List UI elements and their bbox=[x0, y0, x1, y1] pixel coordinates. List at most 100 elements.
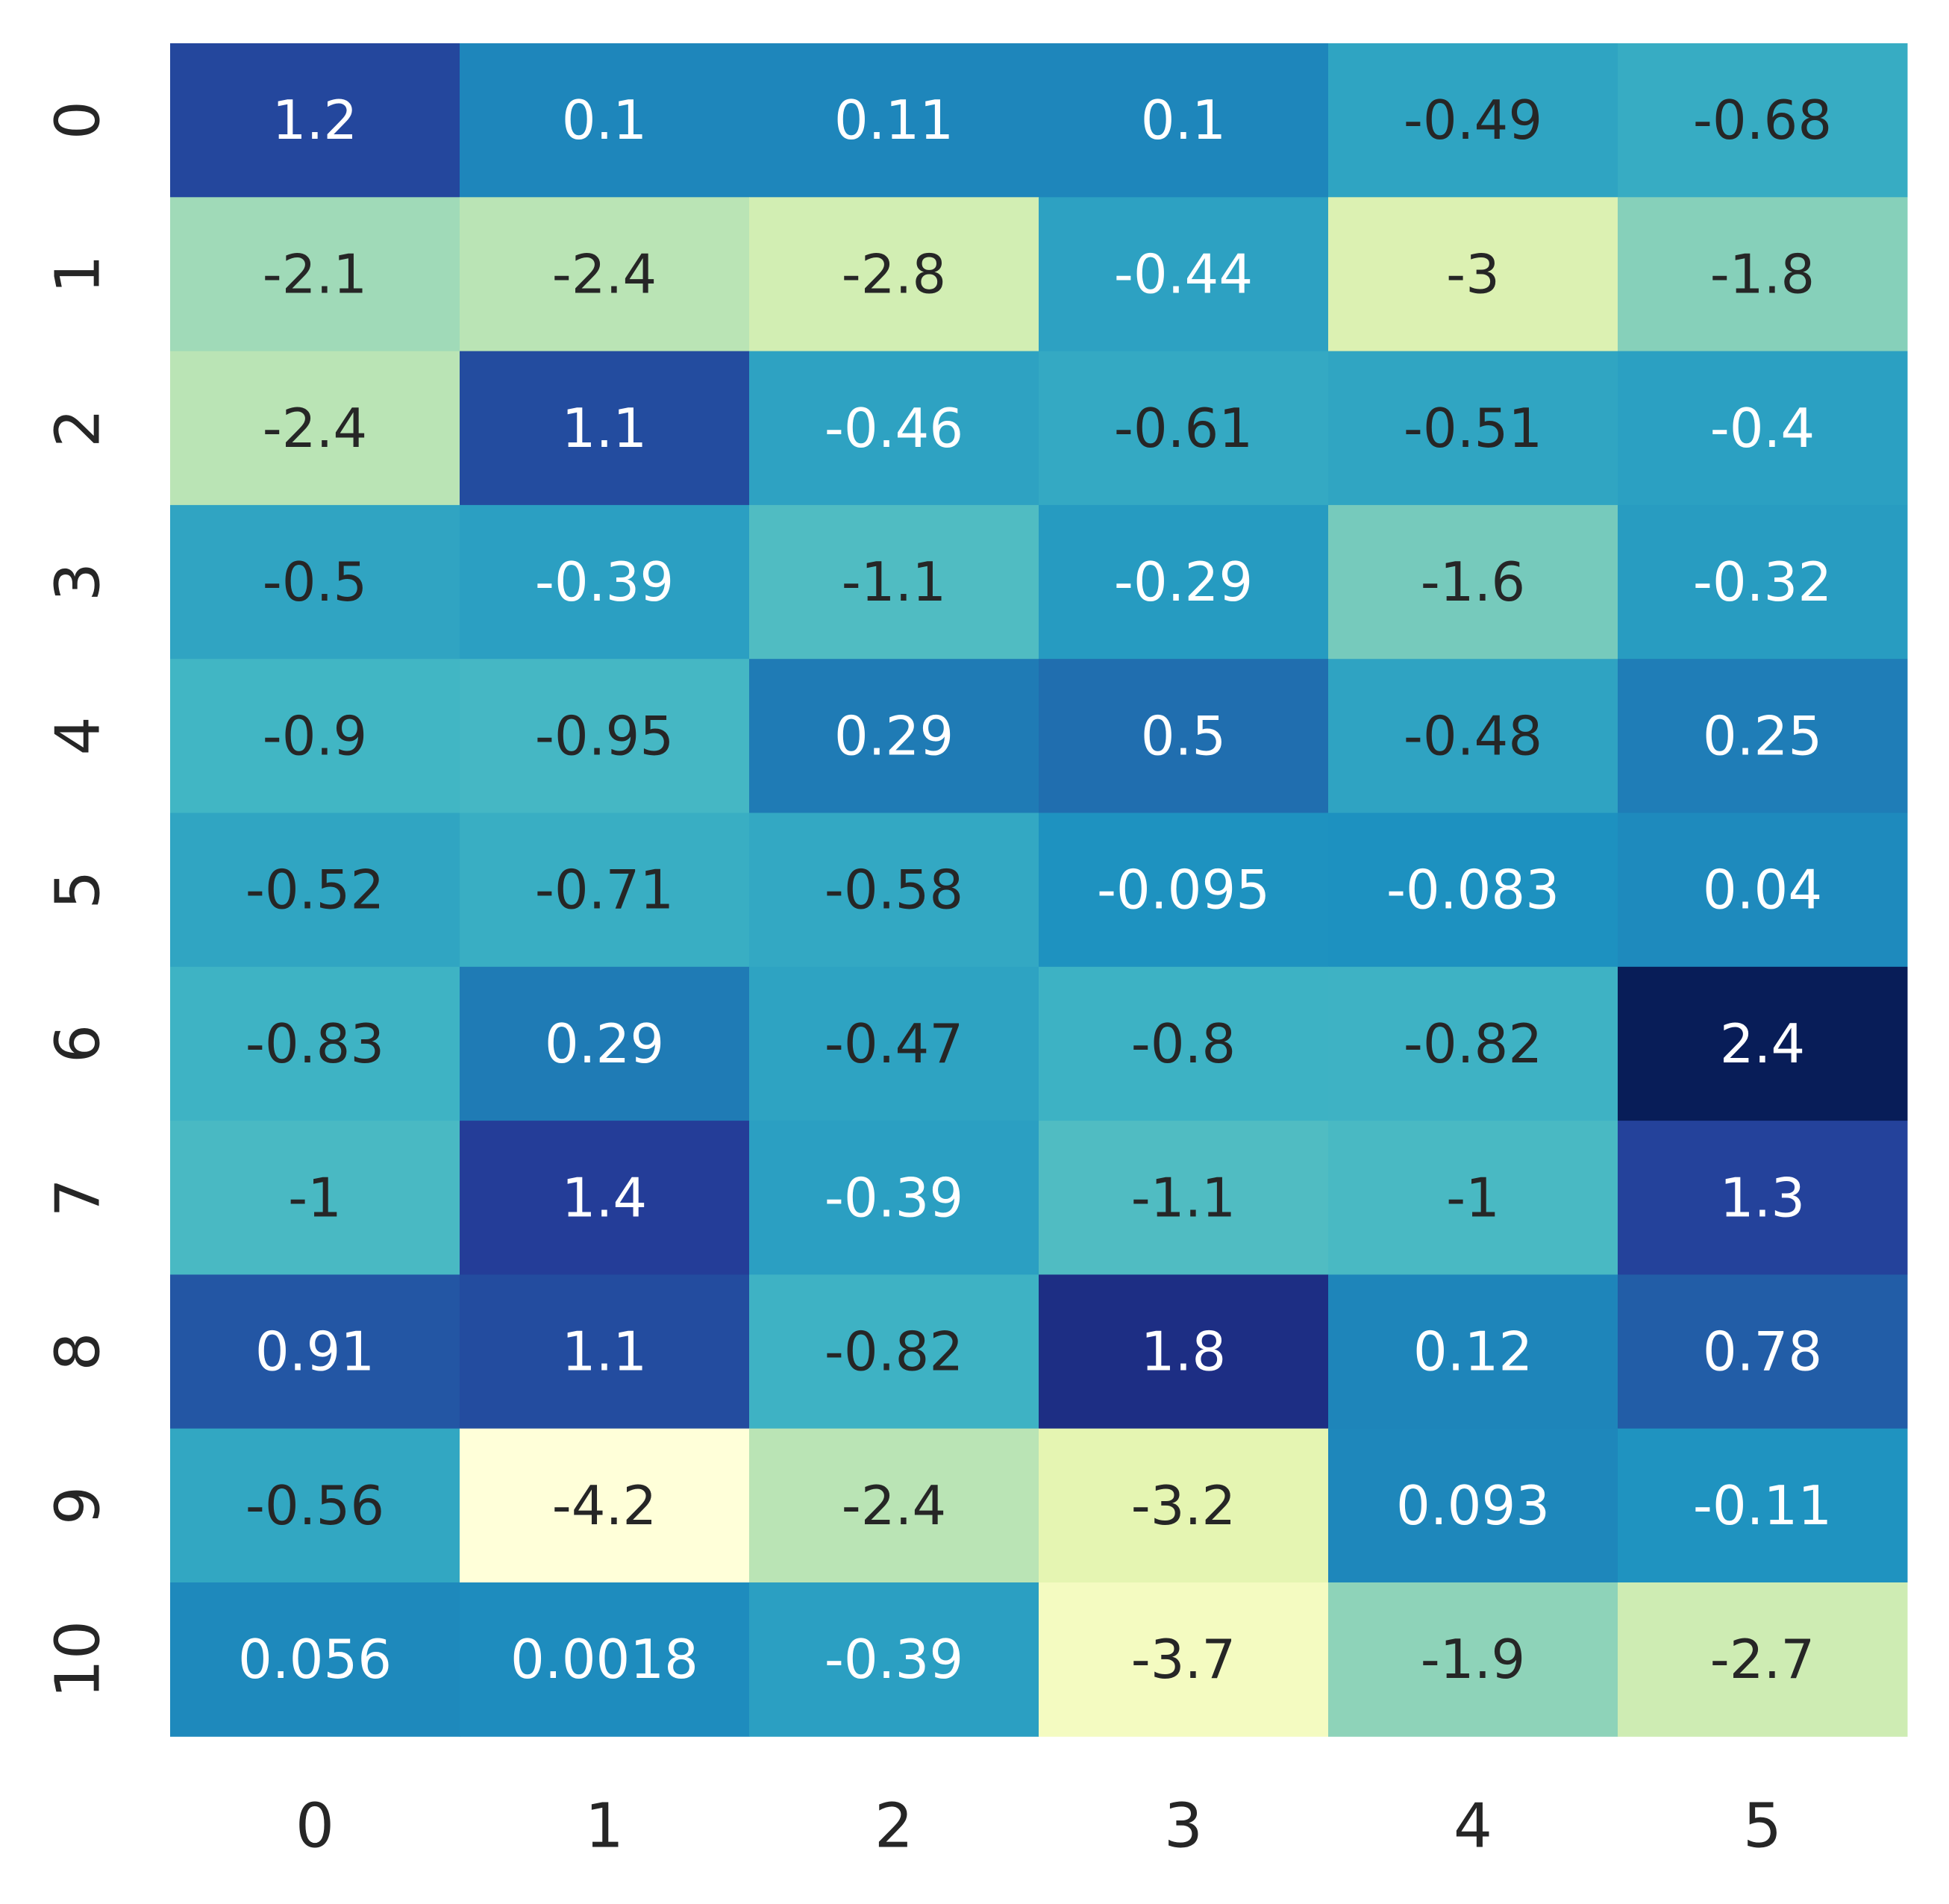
heatmap-cell bbox=[1618, 351, 1908, 506]
heatmap-cell bbox=[1328, 812, 1618, 968]
heatmap-cell bbox=[460, 1121, 750, 1275]
heatmap-cell bbox=[1618, 1428, 1908, 1583]
cell-value-label: -2.4 bbox=[842, 1474, 946, 1537]
y-axis-tick-labels: 0 1 2 3 4 5 6 7 8 9 10 bbox=[43, 101, 114, 1698]
heatmap-cell bbox=[1328, 1274, 1618, 1429]
heatmap-cell bbox=[460, 504, 750, 660]
cell-value-label: -0.5 bbox=[263, 551, 367, 613]
cell-value-label: -0.52 bbox=[245, 859, 384, 921]
cell-value-label: -0.82 bbox=[825, 1321, 963, 1383]
heatmap-cell bbox=[170, 43, 460, 198]
heatmap-cell bbox=[170, 659, 460, 813]
cell-value-label: -0.68 bbox=[1693, 89, 1832, 151]
heatmap-cell bbox=[749, 659, 1039, 813]
cell-value-label: 0.04 bbox=[1703, 859, 1822, 921]
cell-value-label: 0.1 bbox=[1141, 89, 1227, 151]
x-tick-label: 4 bbox=[1454, 1791, 1492, 1862]
cell-value-label: 0.093 bbox=[1396, 1474, 1550, 1537]
heatmap-cell bbox=[1328, 43, 1618, 198]
heatmap-cell bbox=[1039, 812, 1329, 968]
cell-value-label: -1.8 bbox=[1710, 242, 1815, 305]
cell-value-label: 0.78 bbox=[1703, 1321, 1822, 1383]
heatmap-cell bbox=[1039, 1428, 1329, 1583]
cell-value-label: -3 bbox=[1446, 242, 1500, 305]
heatmap-cell bbox=[1618, 504, 1908, 660]
cell-value-label: -0.9 bbox=[263, 704, 367, 767]
cell-value-label: 0.25 bbox=[1703, 704, 1822, 767]
heatmap-cell bbox=[170, 812, 460, 968]
heatmap-cell bbox=[1618, 659, 1908, 813]
x-tick-label: 3 bbox=[1164, 1791, 1203, 1862]
cell-value-label: -4.2 bbox=[552, 1474, 657, 1537]
y-tick-label: 5 bbox=[43, 871, 114, 909]
cell-value-label: -0.44 bbox=[1114, 242, 1253, 305]
heatmap-cell bbox=[170, 504, 460, 660]
cell-value-label: 0.29 bbox=[834, 704, 954, 767]
cell-value-label: 0.12 bbox=[1413, 1321, 1533, 1383]
heatmap-cell bbox=[460, 197, 750, 352]
heatmap-cell bbox=[460, 966, 750, 1121]
cell-value-label: -1 bbox=[1446, 1166, 1500, 1229]
heatmap-cell bbox=[460, 43, 750, 198]
heatmap-cell bbox=[1328, 197, 1618, 352]
heatmap-cell bbox=[1328, 659, 1618, 813]
cell-value-label: -0.61 bbox=[1114, 397, 1253, 460]
heatmap-cell bbox=[1039, 351, 1329, 506]
x-axis-tick-labels: 0 1 2 3 4 5 bbox=[295, 1791, 1782, 1862]
cell-value-label: -3.2 bbox=[1131, 1474, 1236, 1537]
x-tick-label: 2 bbox=[875, 1791, 913, 1862]
cell-value-label: -0.58 bbox=[825, 859, 963, 921]
heatmap-cell bbox=[1328, 1582, 1618, 1737]
cell-value-label: -0.71 bbox=[535, 859, 674, 921]
heatmap-cell bbox=[1618, 812, 1908, 968]
y-tick-label: 2 bbox=[43, 409, 114, 448]
y-tick-label: 9 bbox=[43, 1486, 114, 1525]
y-tick-label: 4 bbox=[43, 716, 114, 755]
heatmap-cell bbox=[749, 1428, 1039, 1583]
cell-value-label: 0.91 bbox=[255, 1321, 375, 1383]
heatmap-cell bbox=[460, 1428, 750, 1583]
cell-value-label: -0.8 bbox=[1131, 1012, 1236, 1075]
heatmap-cell bbox=[1328, 1428, 1618, 1583]
heatmap-cell bbox=[1039, 966, 1329, 1121]
heatmap-cell bbox=[170, 1582, 460, 1737]
heatmap-cell bbox=[1328, 1121, 1618, 1275]
y-tick-label: 8 bbox=[43, 1332, 114, 1371]
heatmap-cell bbox=[1618, 1582, 1908, 1737]
heatmap-cell bbox=[170, 1428, 460, 1583]
cell-value-label: -1.1 bbox=[1131, 1166, 1236, 1229]
x-tick-label: 1 bbox=[585, 1791, 624, 1862]
cell-value-label: 1.8 bbox=[1141, 1321, 1227, 1383]
heatmap-cell bbox=[1618, 1121, 1908, 1275]
cell-value-label: 1.1 bbox=[562, 397, 648, 460]
cell-value-label: -2.1 bbox=[263, 242, 367, 305]
heatmap-cell bbox=[749, 1274, 1039, 1429]
cell-value-label: -0.39 bbox=[535, 551, 674, 613]
cell-value-label: -1 bbox=[288, 1166, 342, 1229]
heatmap-cell bbox=[170, 1274, 460, 1429]
heatmap-cell bbox=[749, 1582, 1039, 1737]
cell-value-label: -0.49 bbox=[1404, 89, 1542, 151]
heatmap-cell bbox=[1328, 351, 1618, 506]
cell-value-label: 2.4 bbox=[1720, 1012, 1806, 1075]
heatmap-cell bbox=[460, 659, 750, 813]
cell-value-label: -2.4 bbox=[552, 242, 657, 305]
cell-value-label: -2.8 bbox=[842, 242, 946, 305]
heatmap-cell bbox=[460, 812, 750, 968]
cell-value-label: -0.56 bbox=[245, 1474, 384, 1537]
heatmap-cell bbox=[749, 43, 1039, 198]
x-tick-label: 0 bbox=[295, 1791, 334, 1862]
cell-value-label: -1.9 bbox=[1421, 1628, 1525, 1691]
cell-value-label: 1.1 bbox=[562, 1321, 648, 1383]
y-tick-label: 3 bbox=[43, 563, 114, 601]
y-tick-label: 0 bbox=[43, 101, 114, 140]
heatmap-cell bbox=[749, 966, 1039, 1121]
cell-value-label: -0.47 bbox=[825, 1012, 963, 1075]
cell-value-label: 0.5 bbox=[1141, 704, 1227, 767]
cell-value-label: -0.46 bbox=[825, 397, 963, 460]
cell-value-label: -3.7 bbox=[1131, 1628, 1236, 1691]
heatmap-cell bbox=[749, 351, 1039, 506]
heatmap-cell bbox=[1039, 1274, 1329, 1429]
heatmap-cell bbox=[749, 504, 1039, 660]
heatmap-cell bbox=[1039, 197, 1329, 352]
